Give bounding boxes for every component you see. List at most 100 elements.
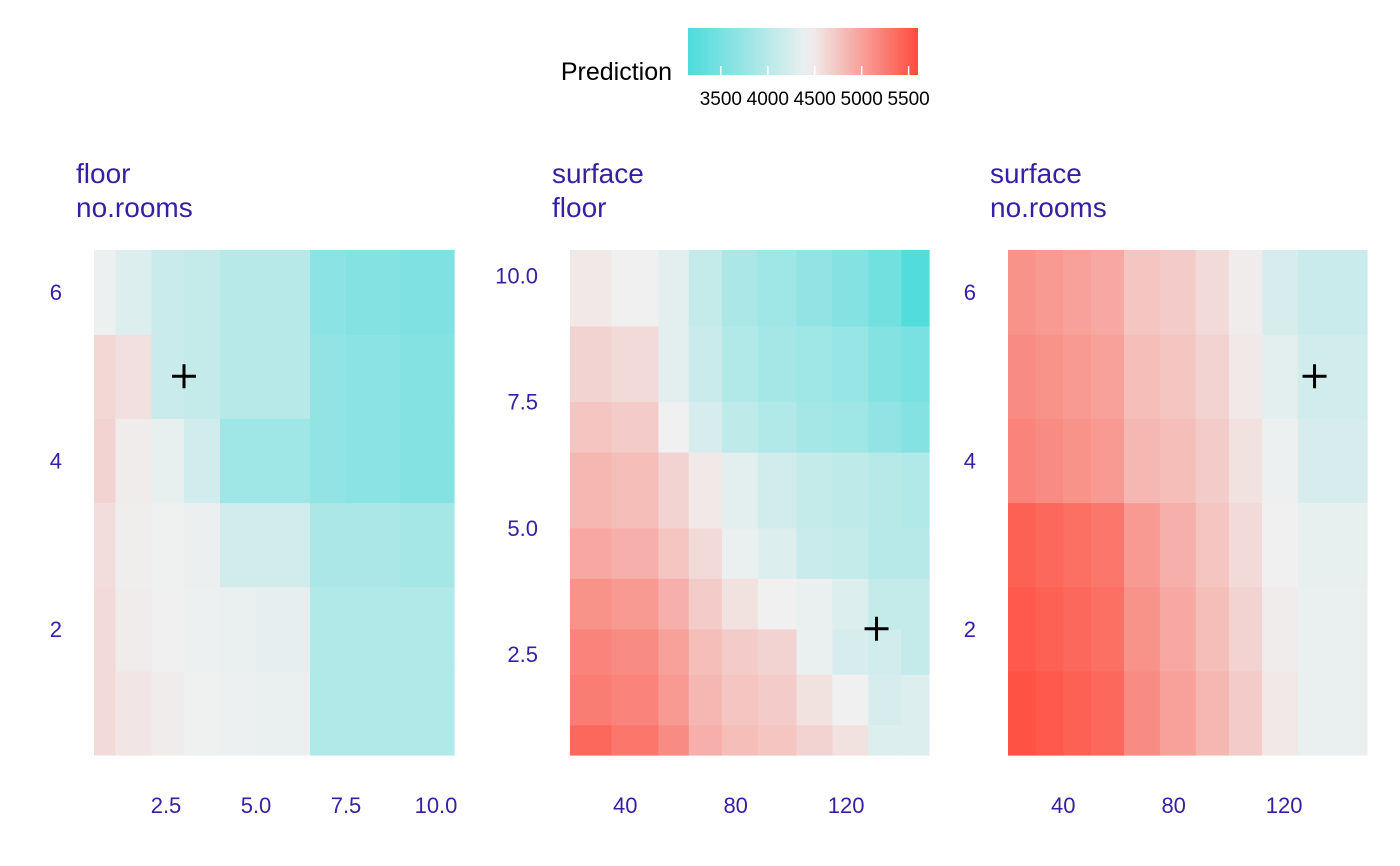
panel-title-line-1: floor	[76, 158, 130, 189]
heatmap-cell	[611, 724, 659, 756]
legend-tick-label: 3500	[700, 89, 742, 110]
heatmap-cell	[1159, 670, 1197, 756]
heatmap-cell	[1333, 334, 1368, 419]
heatmap-cell	[570, 674, 613, 726]
heatmap-cell	[115, 670, 153, 756]
heatmap-cell	[757, 527, 798, 579]
heatmap-cell	[611, 250, 659, 327]
heatmap-cell	[94, 334, 117, 419]
heatmap-cell	[1159, 334, 1197, 419]
y-tick-label: 5.0	[507, 516, 538, 541]
heatmap-cell	[310, 586, 347, 672]
heatmap-cell	[796, 527, 833, 579]
heatmap-cell	[184, 586, 221, 672]
heatmap-cell	[570, 250, 613, 327]
heatmap-cell	[721, 401, 759, 453]
heatmap-cell	[1035, 670, 1064, 756]
heatmap-cell	[310, 334, 347, 419]
x-tick-label: 80	[723, 793, 747, 818]
heatmap-cell	[757, 401, 798, 453]
y-tick-label: 2	[964, 617, 976, 642]
heatmap-cell	[757, 250, 798, 327]
heatmap-cell	[1090, 334, 1125, 419]
panel-floor-no-rooms: floor no.rooms 2.5 5.0 7.5 10.0 2 4 6	[50, 158, 458, 818]
heatmap-cell	[757, 325, 798, 403]
observation-marker	[1302, 364, 1327, 389]
heatmap-cell	[151, 502, 185, 588]
y-tick-label: 10.0	[495, 263, 538, 288]
heatmap-cell	[184, 250, 221, 335]
heatmap-cell	[1123, 250, 1161, 335]
heatmap-cell	[901, 628, 930, 675]
heatmap-cell	[151, 418, 185, 504]
heatmap-cell	[658, 628, 690, 675]
heatmap-cell	[796, 724, 833, 756]
x-tick-label: 80	[1161, 793, 1185, 818]
heatmap-cell	[256, 586, 311, 672]
panel-title-line-2: floor	[552, 192, 606, 223]
heatmap-cell	[151, 586, 185, 672]
heatmap-cell	[868, 674, 902, 726]
heatmap-cell	[1262, 418, 1299, 504]
panel-title-line-2: no.rooms	[990, 192, 1107, 223]
legend-tick-label: 4500	[794, 89, 836, 110]
heatmap-cell	[796, 674, 833, 726]
heatmap-cell	[184, 418, 221, 504]
heatmap-cell	[570, 628, 613, 675]
heatmap-cell	[1090, 586, 1125, 672]
heatmap-cell	[1123, 334, 1161, 419]
heatmap-cell	[1297, 670, 1335, 756]
heatmap-cell	[1159, 502, 1197, 588]
observation-marker	[864, 616, 889, 641]
heatmap-cell	[1195, 502, 1230, 588]
heatmap-cell	[1195, 418, 1230, 504]
heatmap-cells	[570, 250, 930, 756]
heatmap-cell	[570, 527, 613, 579]
heatmap-cell	[1262, 334, 1299, 419]
panel-title-line-1: surface	[990, 158, 1082, 189]
heatmap-cell	[796, 325, 833, 403]
heatmap-cell	[346, 586, 401, 672]
y-tick-label: 2.5	[507, 642, 538, 667]
heatmap-cell	[1228, 334, 1263, 419]
heatmap-cell	[868, 527, 902, 579]
heatmap-cell	[901, 250, 930, 327]
heatmap-cell	[1123, 418, 1161, 504]
heatmap-cell	[1228, 502, 1263, 588]
x-tick-label: 5.0	[241, 793, 272, 818]
heatmap-cell	[1195, 670, 1230, 756]
heatmap-cell	[220, 502, 257, 588]
heatmap-cell	[1035, 250, 1064, 335]
heatmap-cell	[1063, 250, 1092, 335]
heatmap-cell	[721, 527, 759, 579]
heatmap-cell	[1159, 418, 1197, 504]
heatmap-cell	[1228, 586, 1263, 672]
heatmap-cell	[757, 578, 798, 630]
heatmap-cell	[94, 586, 117, 672]
heatmap-cell	[868, 452, 902, 529]
heatmap-cell	[868, 401, 902, 453]
heatmap-cell	[1035, 586, 1064, 672]
heatmap-cell	[658, 401, 690, 453]
heatmap-cell	[721, 325, 759, 403]
legend-colorbar	[688, 28, 918, 75]
heatmap-cell	[346, 418, 401, 504]
heatmap-cell	[688, 250, 723, 327]
heatmap-cell	[570, 452, 613, 529]
heatmap-cell	[1090, 250, 1125, 335]
heatmap-cell	[868, 325, 902, 403]
heatmap-cell	[757, 452, 798, 529]
heatmap-cell	[1297, 586, 1335, 672]
heatmap-cell	[570, 401, 613, 453]
heatmap-cell	[1008, 418, 1037, 504]
heatmap-cell	[1008, 670, 1037, 756]
heatmap-cell	[832, 452, 869, 529]
heatmap-cell	[1333, 502, 1368, 588]
heatmap-cell	[1090, 502, 1125, 588]
heatmap-cell	[901, 401, 930, 453]
heatmap-cell	[611, 452, 659, 529]
heatmap-cell	[658, 724, 690, 756]
heatmap-cell	[1333, 250, 1368, 335]
heatmap-cell	[868, 250, 902, 327]
